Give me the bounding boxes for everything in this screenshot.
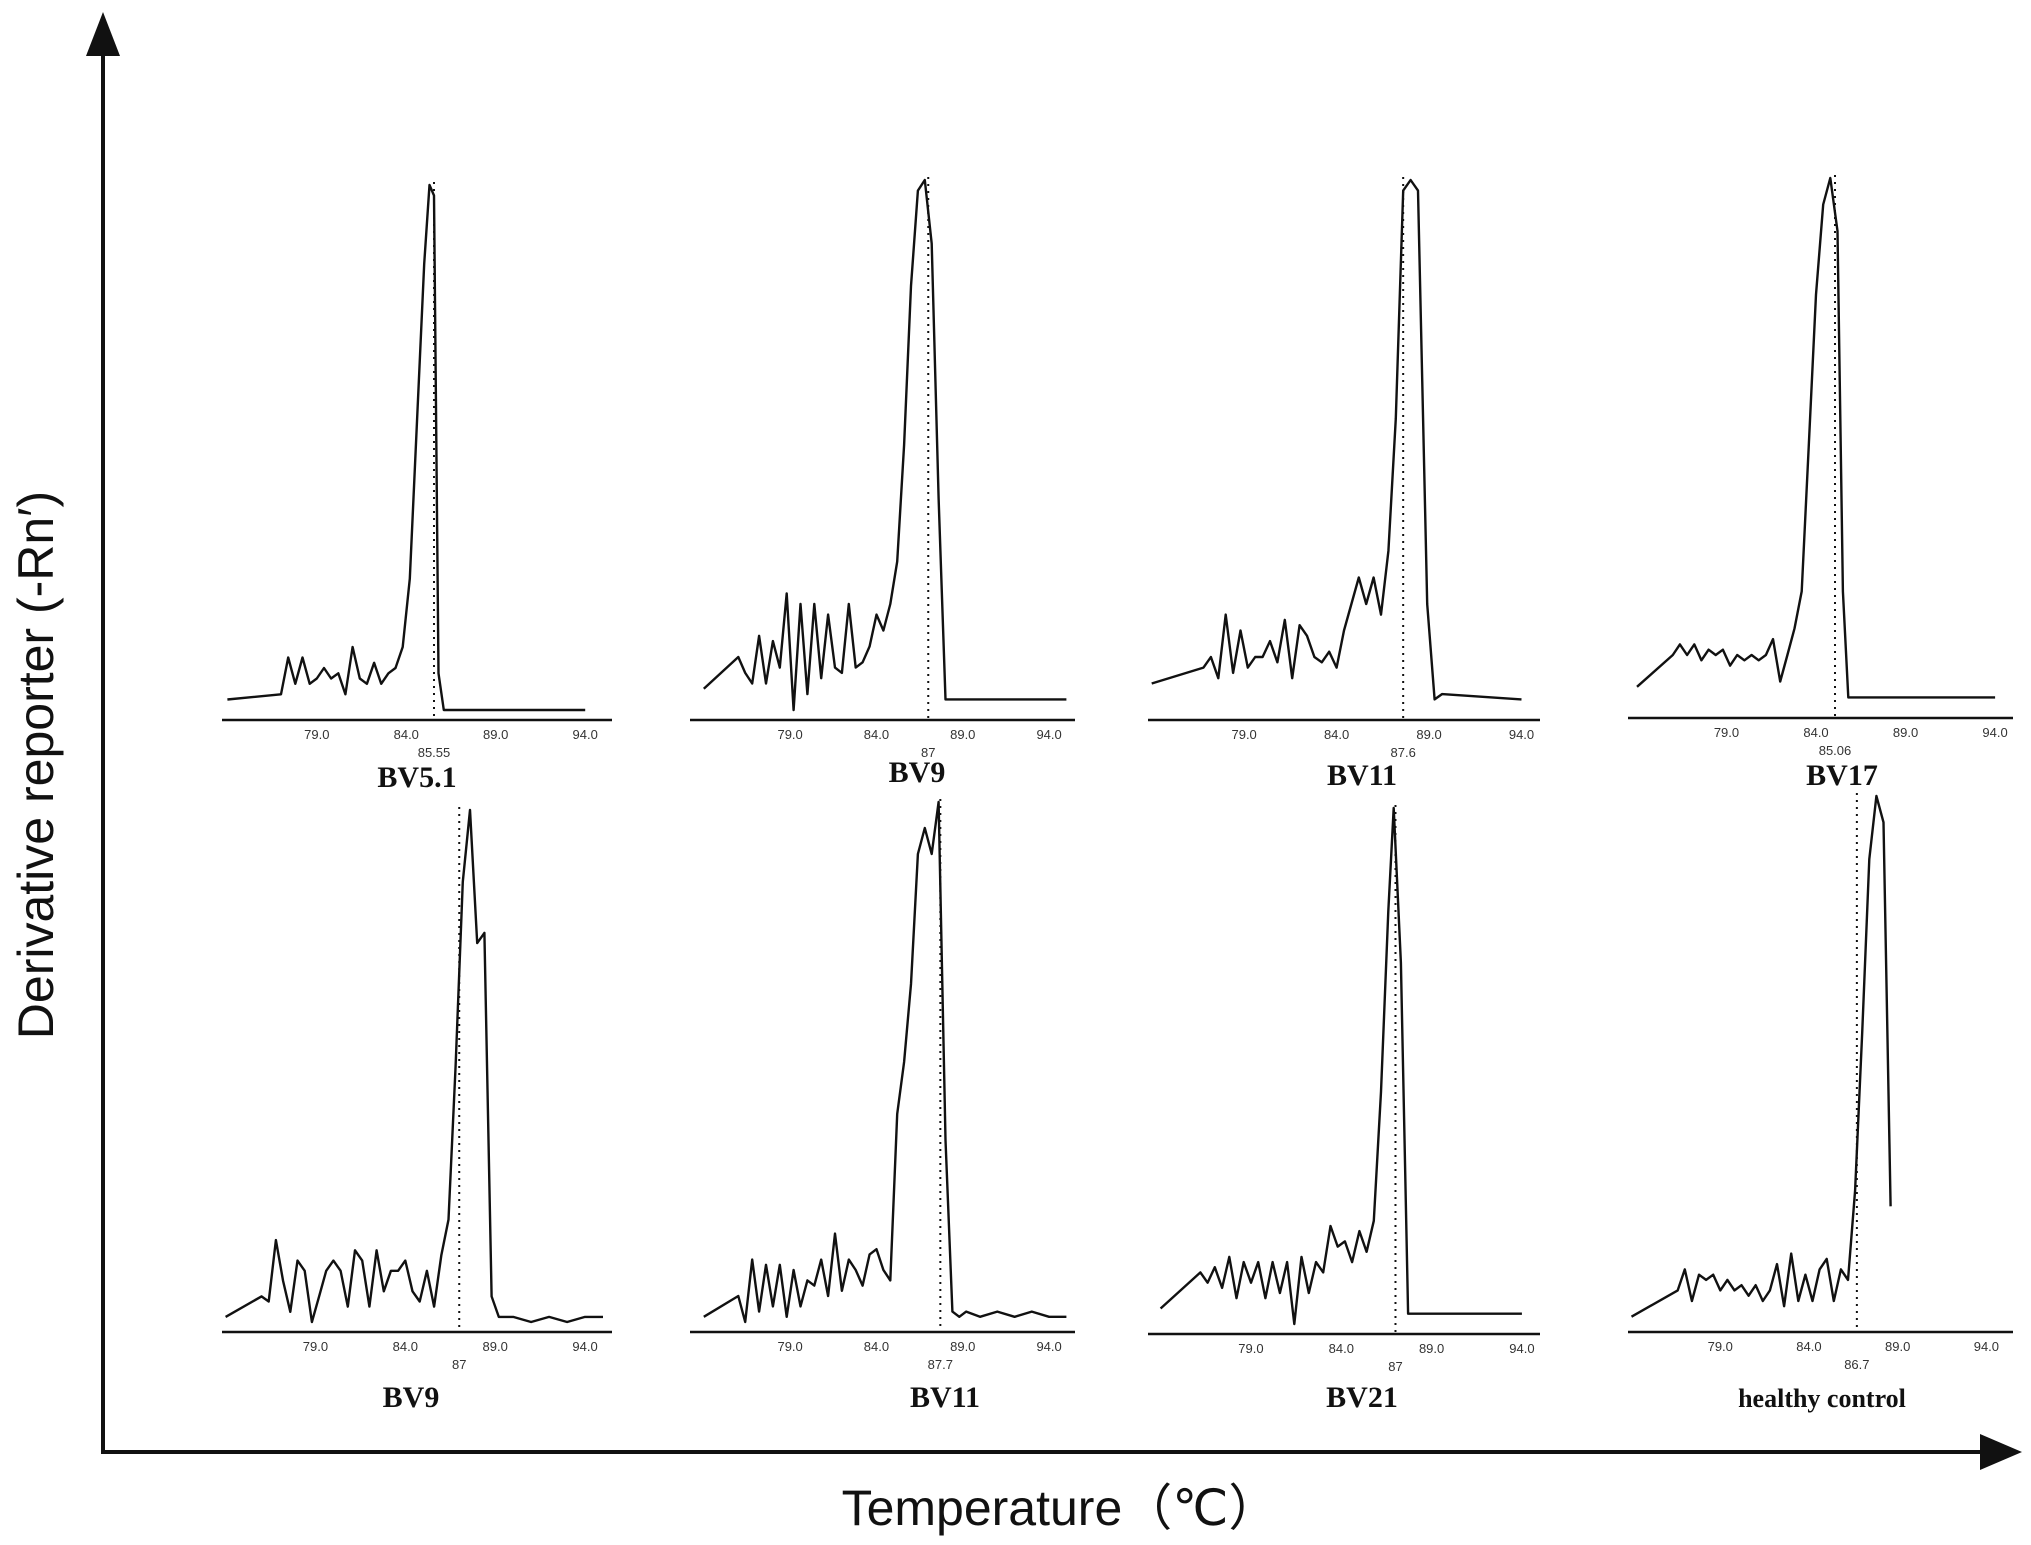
melt-curve-panel: 79.0 84.0 89.0 94.0 87 BV9 bbox=[222, 807, 612, 1414]
panel-title: BV11 bbox=[910, 1381, 980, 1414]
x-tick-label: 84.0 bbox=[1324, 727, 1349, 742]
x-tick-label: 79.0 bbox=[1708, 1339, 1733, 1354]
x-tick-label: 94.0 bbox=[1982, 725, 2007, 740]
x-axis-title: Temperature（℃） bbox=[842, 1480, 1279, 1536]
peak-temperature-label: 87.7 bbox=[928, 1357, 953, 1372]
x-tick-label: 89.0 bbox=[1885, 1339, 1910, 1354]
x-axis-arrow bbox=[1980, 1434, 2022, 1470]
x-tick-label: 79.0 bbox=[777, 1339, 802, 1354]
melt-curve-line bbox=[702, 178, 1067, 712]
panel-title: BV11 bbox=[1327, 759, 1397, 792]
panel-title: BV17 bbox=[1806, 759, 1878, 792]
x-tick-label: 84.0 bbox=[1329, 1341, 1354, 1356]
melt-curve-line bbox=[227, 183, 586, 712]
melt-curve-line bbox=[225, 808, 603, 1324]
x-tick-label: 89.0 bbox=[950, 727, 975, 742]
x-tick-label: 84.0 bbox=[393, 1339, 418, 1354]
x-tick-label: 79.0 bbox=[1238, 1341, 1263, 1356]
peak-temperature-label: 87.6 bbox=[1391, 745, 1416, 760]
x-tick-label: 94.0 bbox=[1036, 727, 1061, 742]
melt-curve-line bbox=[1159, 806, 1522, 1326]
x-tick-label: 89.0 bbox=[483, 1339, 508, 1354]
panel-title: healthy control bbox=[1738, 1384, 1906, 1413]
y-axis-title: Derivative reporter (-Rn′) bbox=[8, 491, 64, 1039]
panel-title: BV5.1 bbox=[377, 761, 456, 794]
x-tick-label: 79.0 bbox=[777, 727, 802, 742]
melt-curve-panel: 79.0 84.0 89.0 94.0 87.7 BV11 bbox=[690, 799, 1075, 1414]
x-tick-label: 79.0 bbox=[1714, 725, 1739, 740]
peak-temperature-label: 85.06 bbox=[1819, 743, 1852, 758]
x-tick-label: 79.0 bbox=[304, 727, 329, 742]
panel-title: BV9 bbox=[889, 756, 946, 789]
x-tick-label: 89.0 bbox=[950, 1339, 975, 1354]
peak-temperature-label: 87 bbox=[1388, 1359, 1402, 1374]
melt-curve-panel: 79.0 84.0 89.0 94.0 86.7 healthy control bbox=[1628, 793, 2013, 1413]
peak-temperature-label: 87 bbox=[452, 1357, 466, 1372]
x-tick-label: 94.0 bbox=[1509, 1341, 1534, 1356]
y-axis-arrow bbox=[86, 12, 120, 56]
x-tick-label: 89.0 bbox=[483, 727, 508, 742]
x-tick-label: 79.0 bbox=[303, 1339, 328, 1354]
x-tick-label: 94.0 bbox=[1509, 727, 1534, 742]
x-tick-label: 84.0 bbox=[864, 727, 889, 742]
x-tick-label: 84.0 bbox=[394, 727, 419, 742]
x-tick-label: 84.0 bbox=[864, 1339, 889, 1354]
x-tick-label: 94.0 bbox=[1036, 1339, 1061, 1354]
melt-curve-panel: 79.0 84.0 89.0 94.0 87 BV21 bbox=[1148, 805, 1540, 1414]
x-tick-label: 94.0 bbox=[1974, 1339, 1999, 1354]
x-tick-label: 89.0 bbox=[1419, 1341, 1444, 1356]
x-tick-label: 84.0 bbox=[1803, 725, 1828, 740]
x-tick-label: 89.0 bbox=[1416, 727, 1441, 742]
peak-temperature-label: 85.55 bbox=[418, 745, 451, 760]
x-tick-label: 79.0 bbox=[1231, 727, 1256, 742]
melt-curve-line bbox=[703, 800, 1067, 1324]
melt-curve-line bbox=[1151, 178, 1522, 701]
peak-temperature-label: 86.7 bbox=[1844, 1357, 1869, 1372]
panel-title: BV9 bbox=[383, 1381, 440, 1414]
x-tick-label: 84.0 bbox=[1796, 1339, 1821, 1354]
x-tick-label: 94.0 bbox=[572, 1339, 597, 1354]
panel-title: BV21 bbox=[1326, 1381, 1398, 1414]
x-tick-label: 94.0 bbox=[573, 727, 598, 742]
x-tick-label: 89.0 bbox=[1893, 725, 1918, 740]
melt-curve-line bbox=[1636, 176, 1996, 699]
melt-curve-line bbox=[1630, 794, 1892, 1318]
peak-temperature-label: 87 bbox=[921, 745, 935, 760]
